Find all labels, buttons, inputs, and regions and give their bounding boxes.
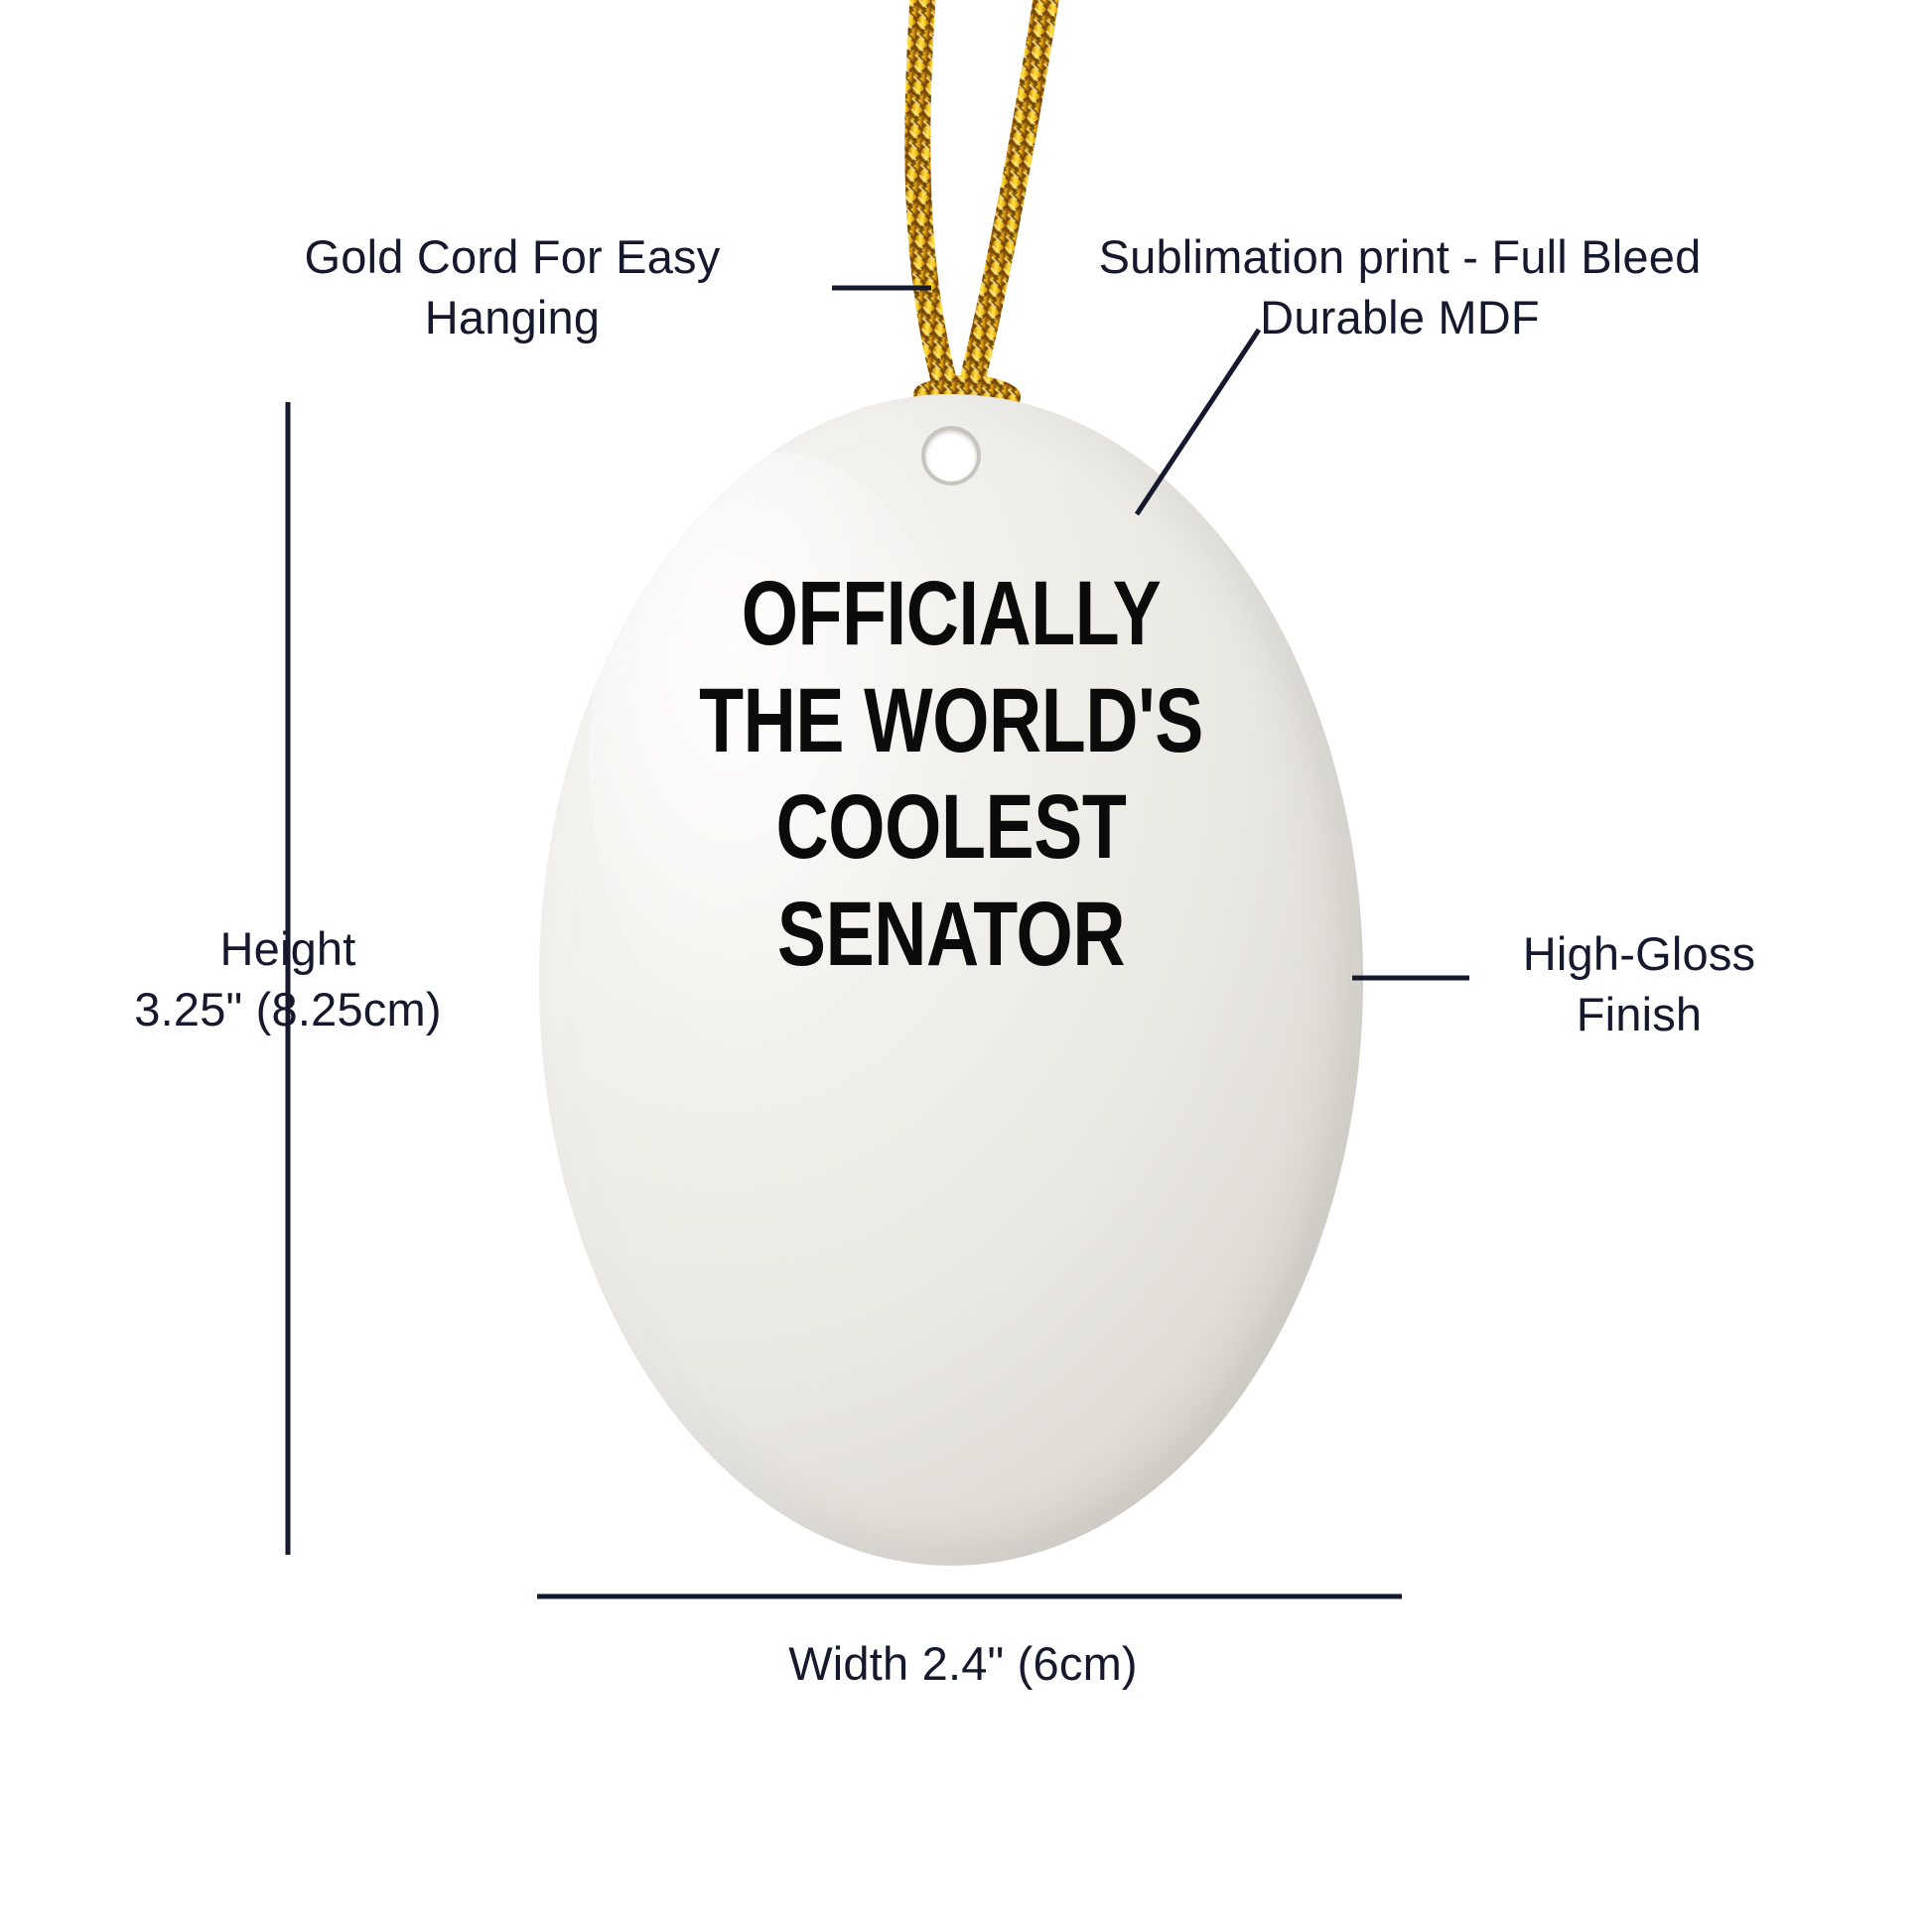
annotation-width: Width 2.4" (6cm): [788, 1637, 1138, 1690]
ornament-printed-text: OFFICIALLY THE WORLD'S COOLEST SENATOR: [621, 561, 1281, 989]
print-line-1: OFFICIALLY: [741, 563, 1162, 664]
print-line-2: THE WORLD'S: [699, 669, 1203, 771]
annotation-gold-cord: Gold Cord For Easy Hanging: [304, 230, 721, 345]
annotation-high-gloss-finish: High-Gloss Finish: [1522, 927, 1756, 1041]
print-line-3: COOLEST: [775, 776, 1127, 879]
hanging-hole-icon: [925, 430, 977, 482]
annotation-height: Height 3.25" (8.25cm): [134, 922, 442, 1036]
ornament-product: OFFICIALLY THE WORLD'S COOLEST SENATOR: [539, 394, 1363, 1566]
annotation-sublimation-print: Sublimation print - Full Bleed Durable M…: [1098, 230, 1702, 345]
print-line-4: SENATOR: [776, 883, 1126, 985]
